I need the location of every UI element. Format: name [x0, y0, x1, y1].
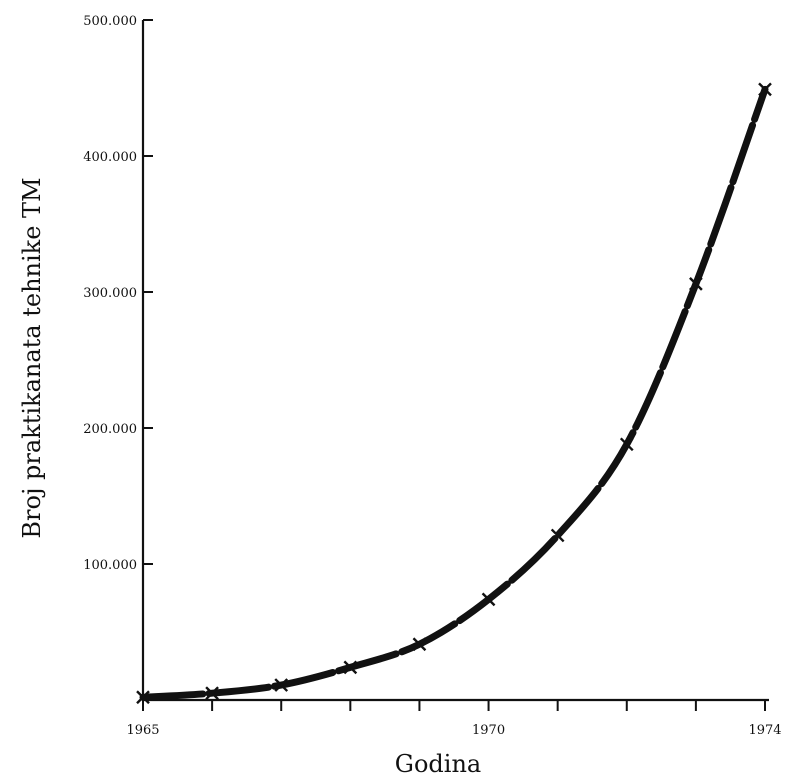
x-tick-label: 1965 [126, 723, 159, 738]
data-point-x-marker [343, 660, 358, 675]
axes [141, 20, 769, 702]
y-tick-label: 300.000 [83, 286, 137, 301]
y-tick-label: 200.000 [83, 422, 137, 437]
data-point-x-marker [481, 592, 496, 607]
data-point-x-marker [136, 690, 150, 705]
marker-stroke [205, 686, 219, 701]
marker-stroke [619, 437, 634, 452]
marker-stroke [136, 690, 150, 705]
data-point-x-marker [689, 276, 703, 291]
series [136, 82, 772, 705]
marker-stroke [274, 678, 289, 692]
data-point-x-marker [274, 678, 289, 692]
marker-stroke [343, 660, 358, 675]
marker-stroke [758, 82, 772, 97]
ticks: 100.000 200.000 300.000 400.000 500.000 1965 1… [83, 14, 781, 738]
marker-stroke [550, 528, 565, 543]
marker-stroke [481, 592, 496, 607]
x-tick-label: 1974 [748, 723, 781, 738]
y-axis-title: Broj praktikanata tehnike TM [18, 177, 46, 538]
series-line [139, 85, 769, 701]
data-point-x-marker [619, 437, 634, 452]
x-axis-title: Godina [395, 750, 481, 778]
x-tick-label: 1970 [472, 723, 505, 738]
marker-stroke [689, 276, 703, 291]
marker-stroke [412, 637, 427, 652]
data-point-x-marker [412, 637, 427, 652]
data-point-x-marker [205, 686, 219, 701]
y-tick-label: 100.000 [83, 558, 137, 573]
data-point-x-marker [550, 528, 565, 543]
data-point-x-marker [758, 82, 772, 97]
y-tick-label: 400.000 [83, 150, 137, 165]
y-tick-label: 500.000 [83, 14, 137, 29]
